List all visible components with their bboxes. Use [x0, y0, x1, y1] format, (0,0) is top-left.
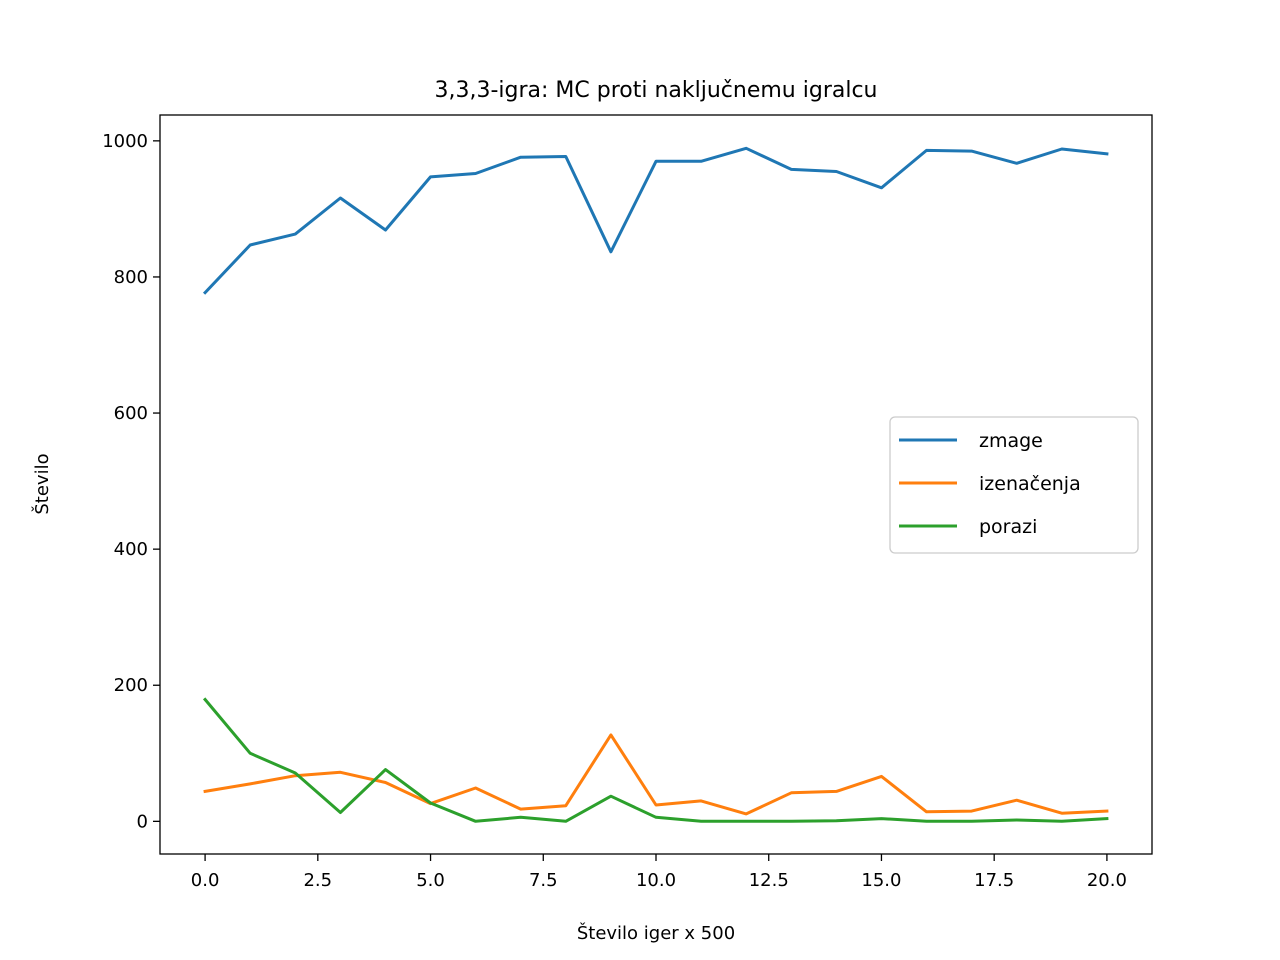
- x-axis: 0.0 2.5 5.0 7.5 10.0 12.5 15.0 17.5 20.0: [191, 854, 1127, 891]
- legend: zmage izenačenja porazi: [889, 416, 1139, 554]
- y-axis-label: Število: [31, 453, 53, 514]
- y-tick-label: 1000: [102, 131, 148, 152]
- y-tick-label: 600: [114, 403, 148, 424]
- chart-title: 3,3,3-igra: MC proti naključnemu igralcu: [434, 78, 877, 103]
- plot-lines: [202, 146, 1109, 823]
- series-line-0: [202, 146, 1109, 295]
- y-tick-label: 0: [137, 811, 148, 832]
- legend-box: [889, 416, 1139, 554]
- legend-label-1: izenačenja: [979, 473, 1081, 495]
- legend-label-2: porazi: [979, 516, 1037, 538]
- series-line-2: [202, 697, 1109, 823]
- x-tick-label: 10.0: [636, 870, 676, 891]
- legend-label-0: zmage: [979, 430, 1043, 452]
- x-tick-label: 17.5: [974, 870, 1014, 891]
- x-tick-label: 0.0: [191, 870, 220, 891]
- y-tick-label: 200: [114, 675, 148, 696]
- x-tick-label: 20.0: [1087, 870, 1127, 891]
- y-tick-label: 800: [114, 267, 148, 288]
- x-tick-label: 12.5: [749, 870, 789, 891]
- series-line-1: [203, 733, 1109, 816]
- x-tick-label: 2.5: [303, 870, 332, 891]
- x-tick-label: 15.0: [861, 870, 901, 891]
- x-tick-label: 5.0: [416, 870, 445, 891]
- y-axis: 0 200 400 600 800 1000: [102, 131, 160, 832]
- x-axis-label: Število iger x 500: [577, 922, 735, 944]
- x-tick-label: 7.5: [529, 870, 558, 891]
- y-tick-label: 400: [114, 539, 148, 560]
